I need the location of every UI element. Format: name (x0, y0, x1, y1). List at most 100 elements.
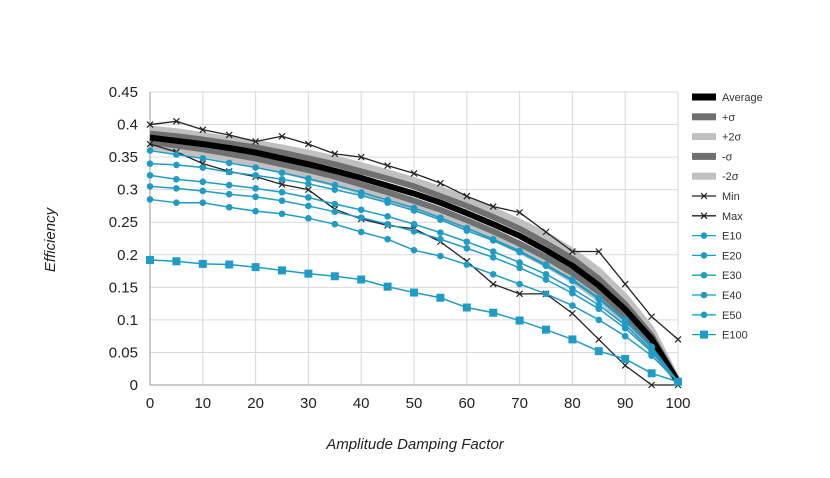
y-tick-label: 0.25 (109, 214, 138, 231)
x-tick-label: 60 (458, 395, 475, 412)
data-point-e30 (305, 194, 312, 201)
data-point-min (648, 381, 656, 389)
data-point-max (172, 117, 180, 125)
legend-item-e40: E40 (692, 290, 742, 302)
legend-item-plus-sigma: +σ (692, 112, 735, 124)
data-point-e100 (225, 260, 234, 269)
data-point-e50 (146, 196, 154, 203)
data-point-e40 (437, 235, 444, 243)
data-point-e20 (595, 295, 603, 303)
legend-item-e50: E50 (692, 310, 742, 322)
data-point-e100 (515, 316, 524, 325)
data-point-e10 (199, 155, 207, 162)
data-point-e100 (674, 377, 682, 386)
legend-label: Max (722, 211, 743, 223)
data-point-min (516, 290, 524, 298)
data-point-e100 (621, 354, 630, 363)
y-tick-label: 0.05 (109, 344, 138, 361)
data-point-e40 (331, 208, 339, 216)
x-tick-label: 70 (511, 395, 528, 412)
data-point-e40 (489, 254, 497, 261)
grid-lines (149, 91, 679, 386)
data-point-e100 (410, 288, 418, 297)
data-point-e100 (462, 303, 471, 312)
legend-swatch (692, 93, 716, 101)
legend-marker (700, 311, 708, 319)
data-point-e40 (595, 305, 603, 313)
data-point-max (331, 150, 339, 158)
y-axis-title: Efficiency (42, 206, 59, 272)
data-point-min (595, 335, 603, 343)
data-point-max (568, 248, 576, 255)
data-point-e30 (252, 185, 259, 192)
legend-swatch (692, 113, 716, 121)
x-axis-title: Amplitude Damping Factor (325, 436, 505, 453)
data-point-e50 (384, 235, 391, 243)
legend-swatch (692, 152, 716, 160)
legend-label: E40 (722, 290, 742, 302)
data-point-e40 (384, 220, 391, 228)
data-point-e100 (383, 282, 392, 291)
legend-swatch (692, 172, 716, 180)
data-point-max (199, 126, 207, 134)
series-e100 (146, 255, 682, 386)
data-point-e40 (463, 244, 471, 252)
data-point-max (304, 140, 312, 148)
legend-marker (700, 291, 708, 299)
data-point-max (436, 179, 444, 187)
data-point-e50 (357, 228, 365, 236)
data-point-min (621, 362, 629, 369)
data-point-max (489, 203, 497, 211)
data-point-e20 (437, 216, 444, 223)
data-point-max (146, 121, 154, 128)
data-point-e50 (225, 203, 233, 211)
data-point-e50 (278, 210, 286, 218)
x-tick-label: 80 (564, 395, 581, 412)
data-point-e30 (146, 172, 154, 179)
data-point-e50 (569, 302, 576, 309)
data-point-e30 (199, 178, 207, 186)
legend-item-average: Average (692, 92, 763, 104)
legend-item-e20: E20 (692, 250, 742, 262)
data-point-e30 (410, 220, 418, 228)
data-point-min (146, 140, 154, 148)
legend-label: E20 (722, 250, 742, 262)
data-point-e100 (146, 255, 154, 264)
legend-item-minus-sigma: -σ (692, 151, 733, 163)
data-point-e20 (410, 207, 418, 214)
data-point-max (410, 169, 418, 177)
legend-item-plus-2sigma: +2σ (692, 132, 742, 144)
data-point-e30 (384, 213, 391, 220)
data-point-e100 (647, 369, 656, 378)
data-point-e50 (542, 290, 550, 298)
data-point-e20 (516, 248, 523, 256)
data-point-e20 (542, 262, 550, 270)
data-point-e20 (489, 237, 497, 244)
data-point-max (278, 132, 286, 140)
data-point-e20 (225, 168, 233, 176)
series-e40 (146, 183, 682, 386)
data-point-e30 (463, 238, 471, 246)
data-point-e10 (278, 169, 286, 177)
data-point-e50 (173, 199, 180, 206)
data-point-max (595, 248, 603, 255)
data-point-max (384, 162, 392, 170)
legend-item-e10: E10 (692, 231, 742, 243)
data-point-e40 (146, 183, 154, 190)
data-point-e50 (595, 316, 603, 324)
series-line-plus-sigma (149, 130, 681, 384)
data-point-max (542, 228, 550, 236)
data-point-min (278, 181, 286, 188)
x-tick-label: 10 (194, 395, 211, 412)
data-point-max (463, 192, 471, 200)
legend-label: +σ (722, 112, 735, 124)
legend-label: +2σ (722, 132, 742, 144)
y-tick-label: 0.3 (117, 182, 138, 199)
data-point-e20 (569, 277, 576, 285)
data-point-e30 (542, 271, 550, 278)
axes: 0 0.05 0.1 0.15 0.2 0.25 0.3 0.35 0.4 0.45 0 10 20 30… (109, 84, 691, 412)
data-point-e20 (384, 199, 391, 206)
y-tick-label: 0.35 (109, 149, 138, 166)
data-point-e20 (252, 172, 259, 179)
